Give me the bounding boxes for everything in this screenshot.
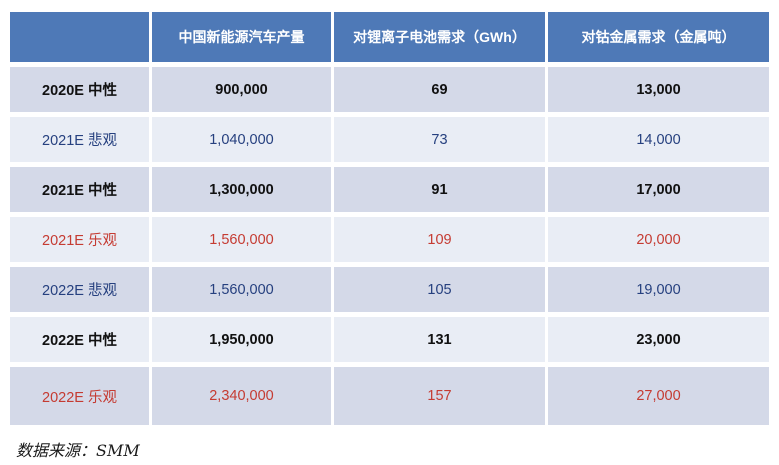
cell-ev-production: 1,040,000	[152, 117, 331, 162]
row-label: 2020E 中性	[10, 67, 149, 112]
cell-cobalt-demand: 20,000	[548, 217, 769, 262]
row-label: 2022E 悲观	[10, 267, 149, 312]
cell-cobalt-demand: 14,000	[548, 117, 769, 162]
col-header-battery-demand: 对锂离子电池需求（GWh）	[334, 12, 545, 62]
col-header-ev-production: 中国新能源汽车产量	[152, 12, 331, 62]
cell-cobalt-demand: 23,000	[548, 317, 769, 362]
cell-ev-production: 900,000	[152, 67, 331, 112]
cell-battery-demand: 105	[334, 267, 545, 312]
cell-battery-demand: 91	[334, 167, 545, 212]
cell-cobalt-demand: 27,000	[548, 367, 769, 425]
cell-ev-production: 1,560,000	[152, 267, 331, 312]
table-row-2022e-optimistic: 2022E 乐观 2,340,000 157 27,000	[10, 367, 769, 425]
table-row-2021e-neutral: 2021E 中性 1,300,000 91 17,000	[10, 167, 769, 212]
cell-battery-demand: 73	[334, 117, 545, 162]
row-label: 2022E 中性	[10, 317, 149, 362]
table-header-row: 中国新能源汽车产量 对锂离子电池需求（GWh） 对钴金属需求（金属吨）	[10, 12, 769, 62]
cell-cobalt-demand: 17,000	[548, 167, 769, 212]
table-row-2021e-optimistic: 2021E 乐观 1,560,000 109 20,000	[10, 217, 769, 262]
table-row-2022e-neutral: 2022E 中性 1,950,000 131 23,000	[10, 317, 769, 362]
table-row-2022e-pessimistic: 2022E 悲观 1,560,000 105 19,000	[10, 267, 769, 312]
cell-battery-demand: 157	[334, 367, 545, 425]
cell-ev-production: 1,560,000	[152, 217, 331, 262]
cell-battery-demand: 131	[334, 317, 545, 362]
row-label: 2021E 悲观	[10, 117, 149, 162]
cell-ev-production: 1,950,000	[152, 317, 331, 362]
ev-battery-cobalt-forecast-table: 中国新能源汽车产量 对锂离子电池需求（GWh） 对钴金属需求（金属吨） 2020…	[7, 7, 772, 430]
cell-battery-demand: 109	[334, 217, 545, 262]
data-source-note: 数据来源：SMM	[16, 441, 140, 460]
table-row-2020e-neutral: 2020E 中性 900,000 69 13,000	[10, 67, 769, 112]
col-header-cobalt-demand: 对钴金属需求（金属吨）	[548, 12, 769, 62]
row-label: 2022E 乐观	[10, 367, 149, 425]
cell-battery-demand: 69	[334, 67, 545, 112]
cell-cobalt-demand: 13,000	[548, 67, 769, 112]
cell-cobalt-demand: 19,000	[548, 267, 769, 312]
cell-ev-production: 1,300,000	[152, 167, 331, 212]
row-label: 2021E 中性	[10, 167, 149, 212]
row-label: 2021E 乐观	[10, 217, 149, 262]
col-header-scenario	[10, 12, 149, 62]
cell-ev-production: 2,340,000	[152, 367, 331, 425]
table-row-2021e-pessimistic: 2021E 悲观 1,040,000 73 14,000	[10, 117, 769, 162]
